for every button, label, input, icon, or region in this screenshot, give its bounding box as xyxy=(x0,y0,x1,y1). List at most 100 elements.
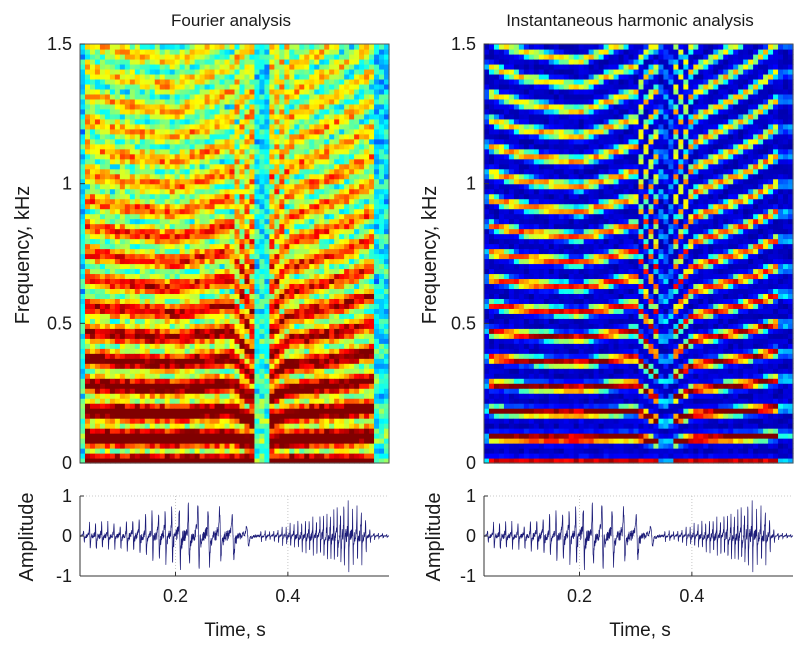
spectrogram-cell xyxy=(264,223,270,230)
spectrogram-cell xyxy=(369,98,375,105)
spectrogram-cell xyxy=(234,313,241,319)
spectrogram-cell xyxy=(169,243,176,250)
spectrogram-cell xyxy=(229,348,236,354)
spectrogram-cell xyxy=(344,168,350,175)
spectrogram-cell xyxy=(129,103,136,110)
spectrogram-cell xyxy=(259,88,265,95)
spectrogram-cell xyxy=(334,63,340,70)
spectrogram-cell xyxy=(129,208,136,215)
spectrogram-cell xyxy=(124,263,131,270)
spectrogram-cell xyxy=(254,208,261,215)
spectrogram-cell xyxy=(274,448,280,454)
spectrogram-cell xyxy=(84,363,91,369)
spectrogram-cell xyxy=(244,98,251,105)
spectrogram-cell xyxy=(224,88,231,95)
spectrogram-cell xyxy=(80,243,86,250)
spectrogram-cell xyxy=(80,238,86,245)
spectrogram-cell xyxy=(99,353,106,359)
spectrogram-cell xyxy=(249,278,256,285)
spectrogram-cell xyxy=(104,113,111,120)
spectrogram-cell xyxy=(234,63,241,70)
spectrogram-cell xyxy=(279,108,285,115)
spectrogram-cell xyxy=(234,213,241,220)
spectrogram-cell xyxy=(199,58,206,65)
spectrogram-cell xyxy=(80,423,86,429)
spectrogram-cell xyxy=(164,338,171,344)
spectrogram-cell xyxy=(319,103,325,110)
spectrogram-cell xyxy=(309,293,315,299)
spectrogram-cell xyxy=(344,453,350,459)
spectrogram-cell xyxy=(339,443,345,449)
spectrogram-cell xyxy=(124,208,131,215)
spectrogram-cell xyxy=(299,258,305,265)
spectrogram-cell xyxy=(259,83,265,90)
spectrogram-cell xyxy=(299,458,305,464)
spectrogram-cell xyxy=(294,368,300,374)
spectrogram-cell xyxy=(334,423,340,429)
spectrogram-cell xyxy=(259,208,265,215)
spectrogram-cell xyxy=(204,273,211,280)
spectrogram-cell xyxy=(129,423,136,429)
spectrogram-cell xyxy=(114,318,121,324)
spectrogram-cell xyxy=(294,258,300,265)
spectrogram-cell xyxy=(224,173,231,180)
spectrogram-cell xyxy=(249,383,256,389)
spectrogram-cell xyxy=(239,348,246,354)
spectrogram-cell xyxy=(184,48,191,55)
spectrogram-cell xyxy=(224,333,231,339)
spectrogram-cell xyxy=(129,383,136,389)
spectrogram-cell xyxy=(219,258,226,265)
spectrogram-cell xyxy=(84,368,91,374)
spectrogram-cell xyxy=(134,44,141,50)
spectrogram-cell xyxy=(254,93,261,100)
spectrogram-cell xyxy=(214,238,221,245)
spectrogram-cell xyxy=(119,263,126,270)
spectrogram-cell xyxy=(124,218,131,225)
spectrogram-cell xyxy=(194,268,201,275)
spectrogram-cell xyxy=(169,228,176,235)
spectrogram-cell xyxy=(254,178,261,185)
spectrogram-cell xyxy=(259,123,265,130)
spectrogram-cell xyxy=(329,83,335,90)
spectrogram-cell xyxy=(234,98,241,105)
spectrogram-cell xyxy=(354,48,360,55)
spectrogram-cell xyxy=(294,48,300,55)
spectrogram-cell xyxy=(174,363,181,369)
spectrogram-cell xyxy=(199,338,206,344)
spectrogram-cell xyxy=(159,363,166,369)
spectrogram-cell xyxy=(254,73,261,80)
spectrogram-cell xyxy=(134,53,141,60)
spectrogram-cell xyxy=(269,368,275,374)
spectrogram-cell xyxy=(189,268,196,275)
spectrogram-cell xyxy=(319,83,325,90)
spectrogram-cell xyxy=(299,413,305,419)
spectrogram-cell xyxy=(199,63,206,70)
spectrogram-cell xyxy=(349,423,355,429)
spectrogram-cell xyxy=(179,383,186,389)
spectrogram-cell xyxy=(334,123,340,130)
spectrogram-cell xyxy=(319,388,325,394)
spectrogram-cell xyxy=(204,158,211,165)
spectrogram-cell xyxy=(154,148,161,155)
spectrogram-cell xyxy=(364,198,370,205)
spectrogram-cell xyxy=(249,268,256,275)
spectrogram-cell xyxy=(294,308,300,314)
spectrogram-cell xyxy=(119,398,126,404)
spectrogram-cell xyxy=(184,343,191,349)
spectrogram-cell xyxy=(164,73,171,80)
spectrogram-cell xyxy=(179,428,186,434)
spectrogram-cell xyxy=(274,373,280,379)
spectrogram-cell xyxy=(319,148,325,155)
spectrogram-cell xyxy=(169,153,176,160)
spectrogram-cell xyxy=(234,118,241,125)
spectrogram-cell xyxy=(89,93,96,100)
spectrogram-cell xyxy=(169,213,176,220)
spectrogram-cell xyxy=(144,108,151,115)
spectrogram-cell xyxy=(209,268,216,275)
spectrogram-cell xyxy=(304,193,310,200)
spectrogram-cell xyxy=(369,368,375,374)
spectrogram-cell xyxy=(294,113,300,120)
spectrogram-cell xyxy=(329,358,335,364)
spectrogram-cell xyxy=(314,73,320,80)
spectrogram-cell xyxy=(164,358,171,364)
